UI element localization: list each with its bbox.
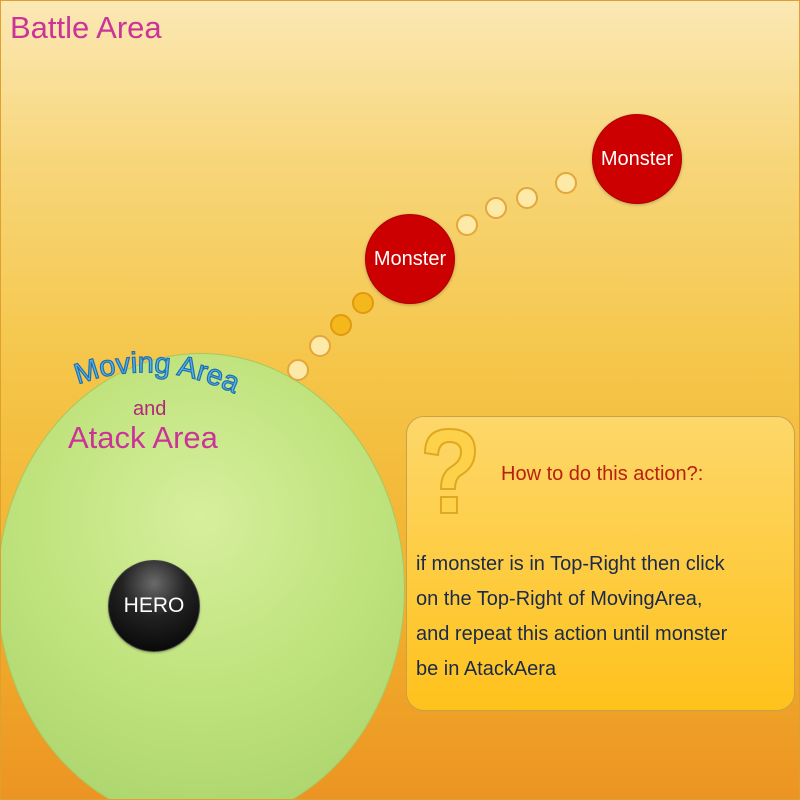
battle-area-title: Battle Area xyxy=(10,10,162,45)
and-label: and xyxy=(133,398,167,420)
moving-area-title-text: Moving Area xyxy=(70,347,246,401)
help-line: if monster is in Top-Right then click xyxy=(416,553,725,575)
path-dot xyxy=(309,335,331,357)
path-dot xyxy=(485,197,507,219)
help-heading: How to do this action?: xyxy=(501,463,704,485)
moving-area-title: Moving Area xyxy=(70,347,246,401)
help-panel: How to do this action?: if monster is in… xyxy=(406,416,795,711)
path-dot xyxy=(516,187,538,209)
svg-text:Moving Area: Moving Area xyxy=(70,347,245,400)
monster-near[interactable]: Monster xyxy=(365,214,455,304)
path-dot xyxy=(555,172,577,194)
hero[interactable]: HERO xyxy=(108,560,200,652)
atack-area-title: Atack Area xyxy=(68,420,218,455)
path-dot xyxy=(456,214,478,236)
path-dot xyxy=(330,314,352,336)
help-line: and repeat this action until monster xyxy=(416,623,728,645)
help-line: be in AtackAera xyxy=(416,658,557,680)
monster-far[interactable]: Monster xyxy=(592,114,682,204)
moving-area-circle[interactable] xyxy=(1,353,405,799)
help-line: on the Top-Right of MovingArea, xyxy=(416,588,703,610)
path-dot xyxy=(352,292,374,314)
path-dot xyxy=(287,359,309,381)
monster-label: Monster xyxy=(600,147,674,170)
monster-label: Monster xyxy=(373,247,447,270)
hero-label: HERO xyxy=(123,594,185,617)
help-body: if monster is in Top-Right then click on… xyxy=(416,547,796,687)
question-mark-icon xyxy=(423,427,477,514)
